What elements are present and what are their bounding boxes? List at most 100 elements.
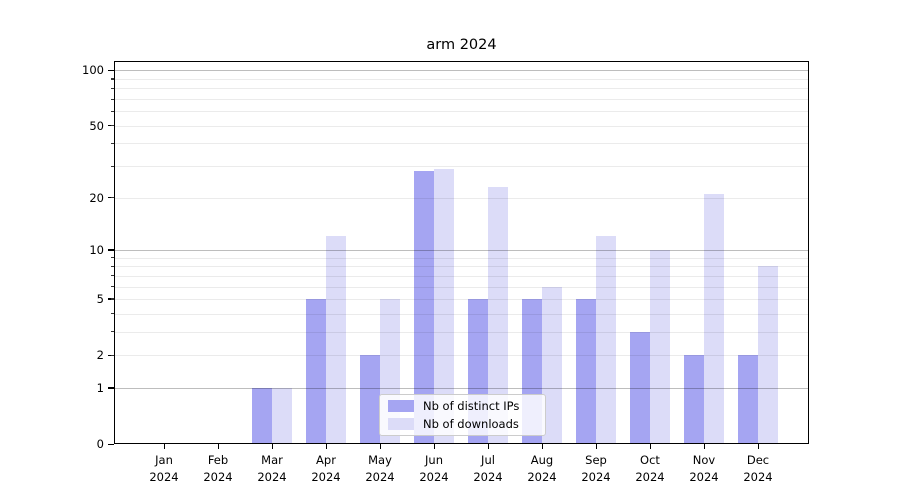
x-tick-label-line: Jun bbox=[425, 453, 443, 467]
bar-downloads-apr bbox=[326, 236, 346, 444]
y-minor-tick-mark-4 bbox=[110, 313, 114, 315]
y-tick-mark-1 bbox=[108, 387, 114, 389]
gridline-minor-70 bbox=[114, 99, 809, 100]
x-tick-label-line: 2024 bbox=[257, 470, 287, 484]
gridline-minor-6 bbox=[114, 287, 809, 288]
bar-distinct-ips-jun bbox=[414, 171, 434, 444]
y-tick-mark-0 bbox=[108, 443, 114, 445]
bar-downloads-sep bbox=[596, 236, 616, 444]
legend-swatch-distinct-ips bbox=[388, 400, 414, 412]
legend-label-distinct-ips: Nb of distinct IPs bbox=[423, 398, 520, 413]
x-tick-label-line: Sep bbox=[585, 453, 607, 467]
x-tick-mark-sep bbox=[595, 444, 597, 449]
gridline-minor-3 bbox=[114, 332, 809, 333]
x-tick-label-line: 2024 bbox=[473, 470, 503, 484]
gridline-minor-5 bbox=[114, 299, 809, 300]
y-tick-label-10: 10 bbox=[89, 242, 104, 257]
gridline-minor-4 bbox=[114, 314, 809, 315]
x-tick-mark-aug bbox=[541, 444, 543, 449]
x-tick-label-line: Jul bbox=[481, 453, 495, 467]
gridline-minor-7 bbox=[114, 276, 809, 277]
bar-distinct-ips-apr bbox=[306, 298, 326, 444]
x-tick-mark-oct bbox=[649, 444, 651, 449]
x-tick-label-line: Apr bbox=[316, 453, 336, 467]
x-tick-label-oct: Oct 2024 bbox=[623, 452, 677, 486]
x-tick-mark-may bbox=[379, 444, 381, 449]
x-tick-label-feb: Feb 2024 bbox=[191, 452, 245, 486]
x-tick-label-sep: Sep 2024 bbox=[569, 452, 623, 486]
x-tick-label-nov: Nov 2024 bbox=[677, 452, 731, 486]
gridline-minor-60 bbox=[114, 111, 809, 112]
y-minor-tick-mark-9 bbox=[110, 257, 114, 259]
legend: Nb of distinct IPs Nb of downloads bbox=[379, 394, 546, 436]
x-tick-mark-mar bbox=[271, 444, 273, 449]
x-tick-label-apr: Apr 2024 bbox=[299, 452, 353, 486]
gridline-major-100 bbox=[114, 70, 809, 71]
x-tick-label-line: Dec bbox=[746, 453, 770, 467]
y-minor-tick-mark-50 bbox=[110, 125, 114, 127]
chart-title: arm 2024 bbox=[426, 37, 497, 53]
x-tick-label-mar: Mar 2024 bbox=[245, 452, 299, 486]
x-tick-label-line: Jan bbox=[155, 453, 173, 467]
gridline-minor-80 bbox=[114, 88, 809, 89]
x-tick-label-line: 2024 bbox=[419, 470, 449, 484]
x-tick-label-line: 2024 bbox=[365, 470, 395, 484]
y-minor-tick-mark-30 bbox=[110, 165, 114, 167]
bar-downloads-mar bbox=[272, 387, 292, 444]
y-tick-mark-10 bbox=[108, 249, 114, 251]
bar-distinct-ips-sep bbox=[576, 298, 596, 444]
bar-downloads-nov bbox=[704, 193, 724, 444]
gridline-minor-90 bbox=[114, 79, 809, 80]
y-minor-tick-mark-8 bbox=[110, 265, 114, 267]
x-tick-mark-nov bbox=[703, 444, 705, 449]
bar-downloads-jul bbox=[488, 186, 508, 444]
bar-distinct-ips-oct bbox=[630, 331, 650, 444]
bar-downloads-dec bbox=[758, 266, 778, 444]
bar-downloads-aug bbox=[542, 286, 562, 444]
x-tick-label-line: May bbox=[368, 453, 392, 467]
x-tick-label-line: Nov bbox=[692, 453, 716, 467]
legend-item-downloads: Nb of downloads bbox=[388, 417, 537, 432]
x-tick-label-line: Mar bbox=[261, 453, 283, 467]
y-minor-tick-mark-60 bbox=[110, 110, 114, 112]
gridline-minor-2 bbox=[114, 355, 809, 356]
y-minor-tick-mark-7 bbox=[110, 275, 114, 277]
gridline-major-10 bbox=[114, 250, 809, 251]
y-tick-label-50: 50 bbox=[89, 118, 104, 133]
x-tick-label-line: 2024 bbox=[311, 470, 341, 484]
x-tick-label-line: Feb bbox=[207, 453, 229, 467]
x-tick-label-jul: Jul 2024 bbox=[461, 452, 515, 486]
legend-swatch-downloads bbox=[388, 418, 414, 430]
x-tick-label-line: Aug bbox=[530, 453, 554, 467]
x-tick-label-line: 2024 bbox=[743, 470, 773, 484]
x-tick-mark-apr bbox=[325, 444, 327, 449]
x-tick-label-aug: Aug 2024 bbox=[515, 452, 569, 486]
gridline-minor-20 bbox=[114, 198, 809, 199]
x-tick-label-line: 2024 bbox=[635, 470, 665, 484]
x-tick-label-line: 2024 bbox=[527, 470, 557, 484]
bar-distinct-ips-nov bbox=[684, 355, 704, 444]
gridline-minor-30 bbox=[114, 166, 809, 167]
x-tick-label-may: May 2024 bbox=[353, 452, 407, 486]
y-minor-tick-mark-20 bbox=[110, 197, 114, 199]
y-minor-tick-mark-70 bbox=[110, 98, 114, 100]
x-tick-label-line: 2024 bbox=[203, 470, 233, 484]
bar-distinct-ips-mar bbox=[252, 387, 272, 444]
y-tick-label-0: 0 bbox=[96, 437, 104, 451]
y-tick-label-5: 5 bbox=[96, 291, 104, 306]
y-tick-mark-100 bbox=[108, 69, 114, 72]
y-tick-label-2: 2 bbox=[96, 348, 104, 363]
gridline-minor-40 bbox=[114, 143, 809, 144]
y-minor-tick-mark-6 bbox=[110, 286, 114, 288]
x-tick-mark-jan bbox=[163, 444, 165, 449]
x-tick-mark-jun bbox=[433, 444, 435, 449]
legend-item-distinct-ips: Nb of distinct IPs bbox=[388, 399, 537, 414]
bar-distinct-ips-may bbox=[360, 355, 380, 444]
bar-downloads-oct bbox=[650, 249, 670, 444]
x-tick-label-jun: Jun 2024 bbox=[407, 452, 461, 486]
gridline-minor-8 bbox=[114, 266, 809, 267]
y-minor-tick-mark-2 bbox=[110, 354, 114, 356]
legend-label-downloads: Nb of downloads bbox=[423, 416, 519, 431]
y-minor-tick-mark-90 bbox=[110, 78, 114, 80]
